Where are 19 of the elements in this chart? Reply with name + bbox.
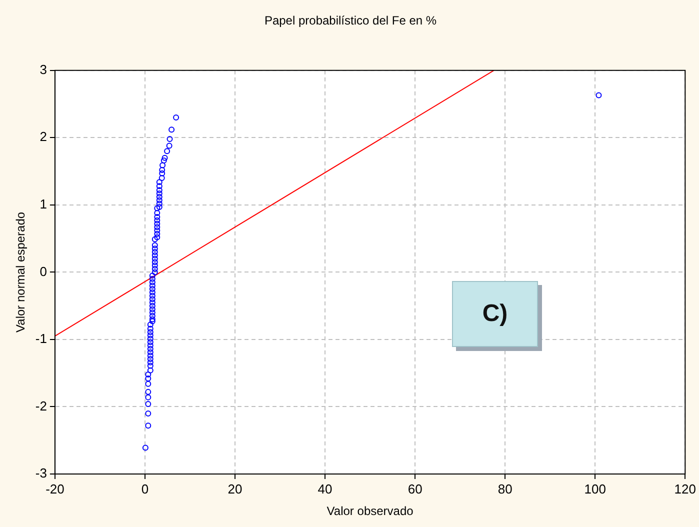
x-tick-label: 120 xyxy=(674,481,696,496)
x-tick-label: 100 xyxy=(584,481,606,496)
x-tick-label: 80 xyxy=(498,481,512,496)
y-tick-label: 0 xyxy=(40,264,47,279)
x-axis-title: Valor observado xyxy=(326,504,414,518)
x-tick-label: 0 xyxy=(141,481,149,496)
x-tick-label: -20 xyxy=(46,481,64,496)
y-tick-label: 1 xyxy=(40,196,47,212)
chart-title: Papel probabilístico del Fe en % xyxy=(264,14,437,28)
annotation: C) xyxy=(452,281,538,347)
y-tick-label: 3 xyxy=(40,62,47,77)
y-axis-title: Valor normal esperado xyxy=(14,212,28,332)
y-tick-label: -2 xyxy=(35,398,47,414)
x-tick-label: 40 xyxy=(318,481,332,496)
y-tick-label: -1 xyxy=(35,331,47,346)
x-tick-label: 20 xyxy=(228,481,242,496)
x-tick-label: 60 xyxy=(408,481,422,496)
y-tick-label: 2 xyxy=(40,129,47,144)
y-tick-label: -3 xyxy=(35,466,47,481)
